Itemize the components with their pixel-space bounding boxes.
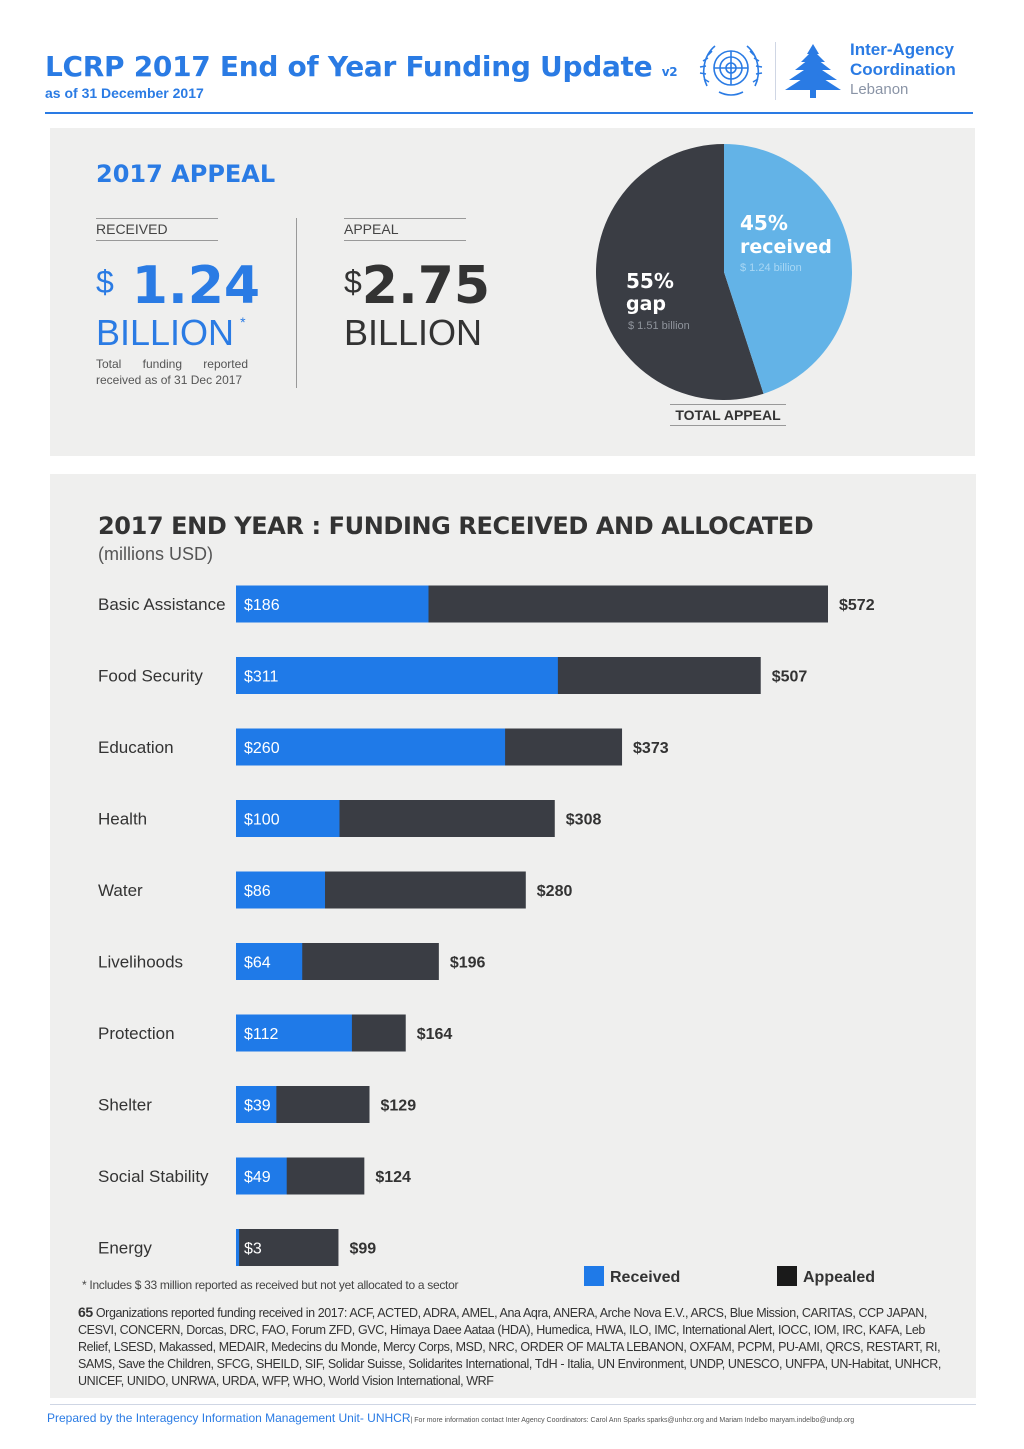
credit-line: Prepared by the Interagency Information … bbox=[47, 1411, 854, 1425]
legend-appealed-label: Appealed bbox=[803, 1269, 876, 1286]
iac-line2: Coordination bbox=[850, 60, 956, 79]
cedar-tree-icon bbox=[785, 44, 841, 98]
bar-received-water bbox=[236, 871, 326, 909]
received-number: 1.24 bbox=[131, 256, 261, 316]
received-asterisk: * bbox=[240, 314, 246, 330]
bar-received-basic-assistance bbox=[236, 585, 429, 623]
bar-received-health bbox=[236, 800, 340, 837]
un-emblem-icon bbox=[699, 45, 763, 96]
appeal-label: APPEAL bbox=[344, 218, 466, 241]
legend-received: Received bbox=[584, 1266, 680, 1288]
bar-received-shelter bbox=[236, 1086, 277, 1123]
received-note: Total funding reported received as of 31… bbox=[96, 357, 248, 387]
version-tag: v2 bbox=[661, 65, 678, 79]
bar-received-education bbox=[236, 728, 506, 766]
pie-received-pct: 45% bbox=[740, 211, 788, 235]
data-label-appealed-protection: $164 bbox=[417, 1026, 453, 1043]
pie-slice-gap bbox=[595, 144, 764, 400]
data-label-appealed-social-stability: $124 bbox=[375, 1169, 411, 1186]
data-label-received-health: $100 bbox=[244, 812, 280, 829]
data-label-appealed-energy: $99 bbox=[349, 1241, 376, 1258]
received-label: RECEIVED bbox=[96, 218, 218, 241]
bar-appealed-energy bbox=[236, 1229, 339, 1266]
legend-received-label: Received bbox=[610, 1269, 681, 1286]
data-label-received-basic-assistance: $186 bbox=[244, 597, 280, 614]
category-label-livelihoods: Livelihoods bbox=[98, 953, 183, 972]
pie-received-amount: $ 1.24 billion bbox=[740, 262, 802, 274]
report-title: LCRP 2017 End of Year Funding Update v2 bbox=[45, 50, 678, 83]
data-label-appealed-shelter: $129 bbox=[381, 1098, 417, 1115]
chart-footnote: * Includes $ 33 million reported as rece… bbox=[82, 1278, 459, 1292]
logo-block: Inter-Agency Coordination Lebanon bbox=[695, 38, 975, 104]
data-label-received-shelter: $39 bbox=[244, 1098, 271, 1115]
category-label-social-stability: Social Stability bbox=[98, 1167, 209, 1186]
report-date: as of 31 December 2017 bbox=[45, 85, 204, 101]
data-label-received-education: $260 bbox=[244, 740, 280, 757]
organizations-text: Organizations reported funding received … bbox=[78, 1306, 941, 1388]
category-label-health: Health bbox=[98, 810, 147, 829]
pie-gap-pct: 55% bbox=[626, 269, 674, 293]
bar-received-energy bbox=[236, 1229, 240, 1266]
data-label-received-livelihoods: $64 bbox=[244, 955, 271, 972]
data-label-received-social-stability: $49 bbox=[244, 1169, 271, 1186]
credit-text: Prepared by the Interagency Information … bbox=[47, 1411, 411, 1425]
legend-received-swatch bbox=[584, 1266, 604, 1286]
footer-divider bbox=[50, 1404, 976, 1405]
category-label-food-security: Food Security bbox=[98, 667, 203, 686]
bar-received-protection bbox=[236, 1014, 352, 1052]
bar-received-food-security bbox=[236, 657, 558, 694]
legend-appealed: Appealed bbox=[777, 1266, 875, 1288]
category-label-education: Education bbox=[98, 738, 174, 757]
data-label-received-water: $86 bbox=[244, 883, 271, 900]
iac-logo-text: Inter-Agency Coordination Lebanon bbox=[850, 40, 956, 100]
appeal-heading: 2017 APPEAL bbox=[96, 160, 276, 188]
legend-appealed-swatch bbox=[777, 1266, 797, 1286]
received-currency: $ bbox=[96, 264, 114, 300]
organizations-count: 65 bbox=[78, 1304, 93, 1320]
category-label-basic-assistance: Basic Assistance bbox=[98, 595, 226, 614]
data-label-appealed-education: $373 bbox=[633, 740, 669, 757]
data-label-appealed-basic-assistance: $572 bbox=[839, 597, 875, 614]
category-label-water: Water bbox=[98, 881, 143, 900]
category-label-shelter: Shelter bbox=[98, 1096, 152, 1115]
credit-contact: | For more information contact Inter Age… bbox=[410, 1417, 855, 1424]
report-header: LCRP 2017 End of Year Funding Update v2 … bbox=[45, 50, 678, 101]
funding-chart-panel: 2017 END YEAR : FUNDING RECEIVED AND ALL… bbox=[50, 474, 976, 1398]
data-label-appealed-food-security: $507 bbox=[772, 669, 808, 686]
data-label-appealed-livelihoods: $196 bbox=[450, 955, 486, 972]
pie-gap-word: gap bbox=[626, 293, 666, 315]
funding-bar-chart: Basic Assistance $186 $572 Food Security $31… bbox=[98, 585, 875, 1266]
data-label-received-food-security: $311 bbox=[244, 669, 279, 686]
total-appeal-label: TOTAL APPEAL bbox=[670, 404, 786, 426]
bar-received-livelihoods bbox=[236, 943, 303, 980]
received-unit: BILLION * bbox=[96, 312, 246, 353]
iac-line3: Lebanon bbox=[850, 81, 909, 98]
appeal-divider bbox=[296, 218, 297, 388]
appeal-currency: $ bbox=[344, 264, 362, 300]
organizations-list: 65 Organizations reported funding receiv… bbox=[78, 1304, 954, 1390]
category-label-protection: Protection bbox=[98, 1024, 175, 1043]
iac-line1: Inter-Agency bbox=[850, 40, 954, 59]
pie-received-word: received bbox=[740, 236, 832, 258]
pie-slice-received bbox=[724, 144, 852, 394]
appeal-value: $2.75 bbox=[344, 256, 490, 316]
total-appeal-pie: 45% received $ 1.24 billion 55% gap $ 1.… bbox=[595, 144, 852, 400]
received-value: $1.24 bbox=[96, 256, 260, 316]
logo-divider bbox=[775, 42, 776, 100]
chart-unit-label: (millions USD) bbox=[98, 544, 214, 564]
bar-received-social-stability bbox=[236, 1157, 287, 1195]
data-label-appealed-health: $308 bbox=[566, 812, 602, 829]
data-label-appealed-water: $280 bbox=[537, 883, 573, 900]
chart-title: 2017 END YEAR : FUNDING RECEIVED AND ALL… bbox=[98, 512, 814, 540]
data-label-received-energy: $3 bbox=[244, 1241, 262, 1258]
data-label-received-protection: $112 bbox=[244, 1026, 279, 1043]
pie-gap-amount: $ 1.51 billion bbox=[628, 320, 690, 332]
appeal-number: 2.75 bbox=[361, 256, 491, 316]
header-divider bbox=[45, 112, 973, 114]
appeal-panel: 2017 APPEAL RECEIVED $1.24 BILLION * Tota… bbox=[50, 128, 975, 456]
appeal-unit: BILLION bbox=[344, 312, 483, 353]
category-label-energy: Energy bbox=[98, 1239, 152, 1258]
